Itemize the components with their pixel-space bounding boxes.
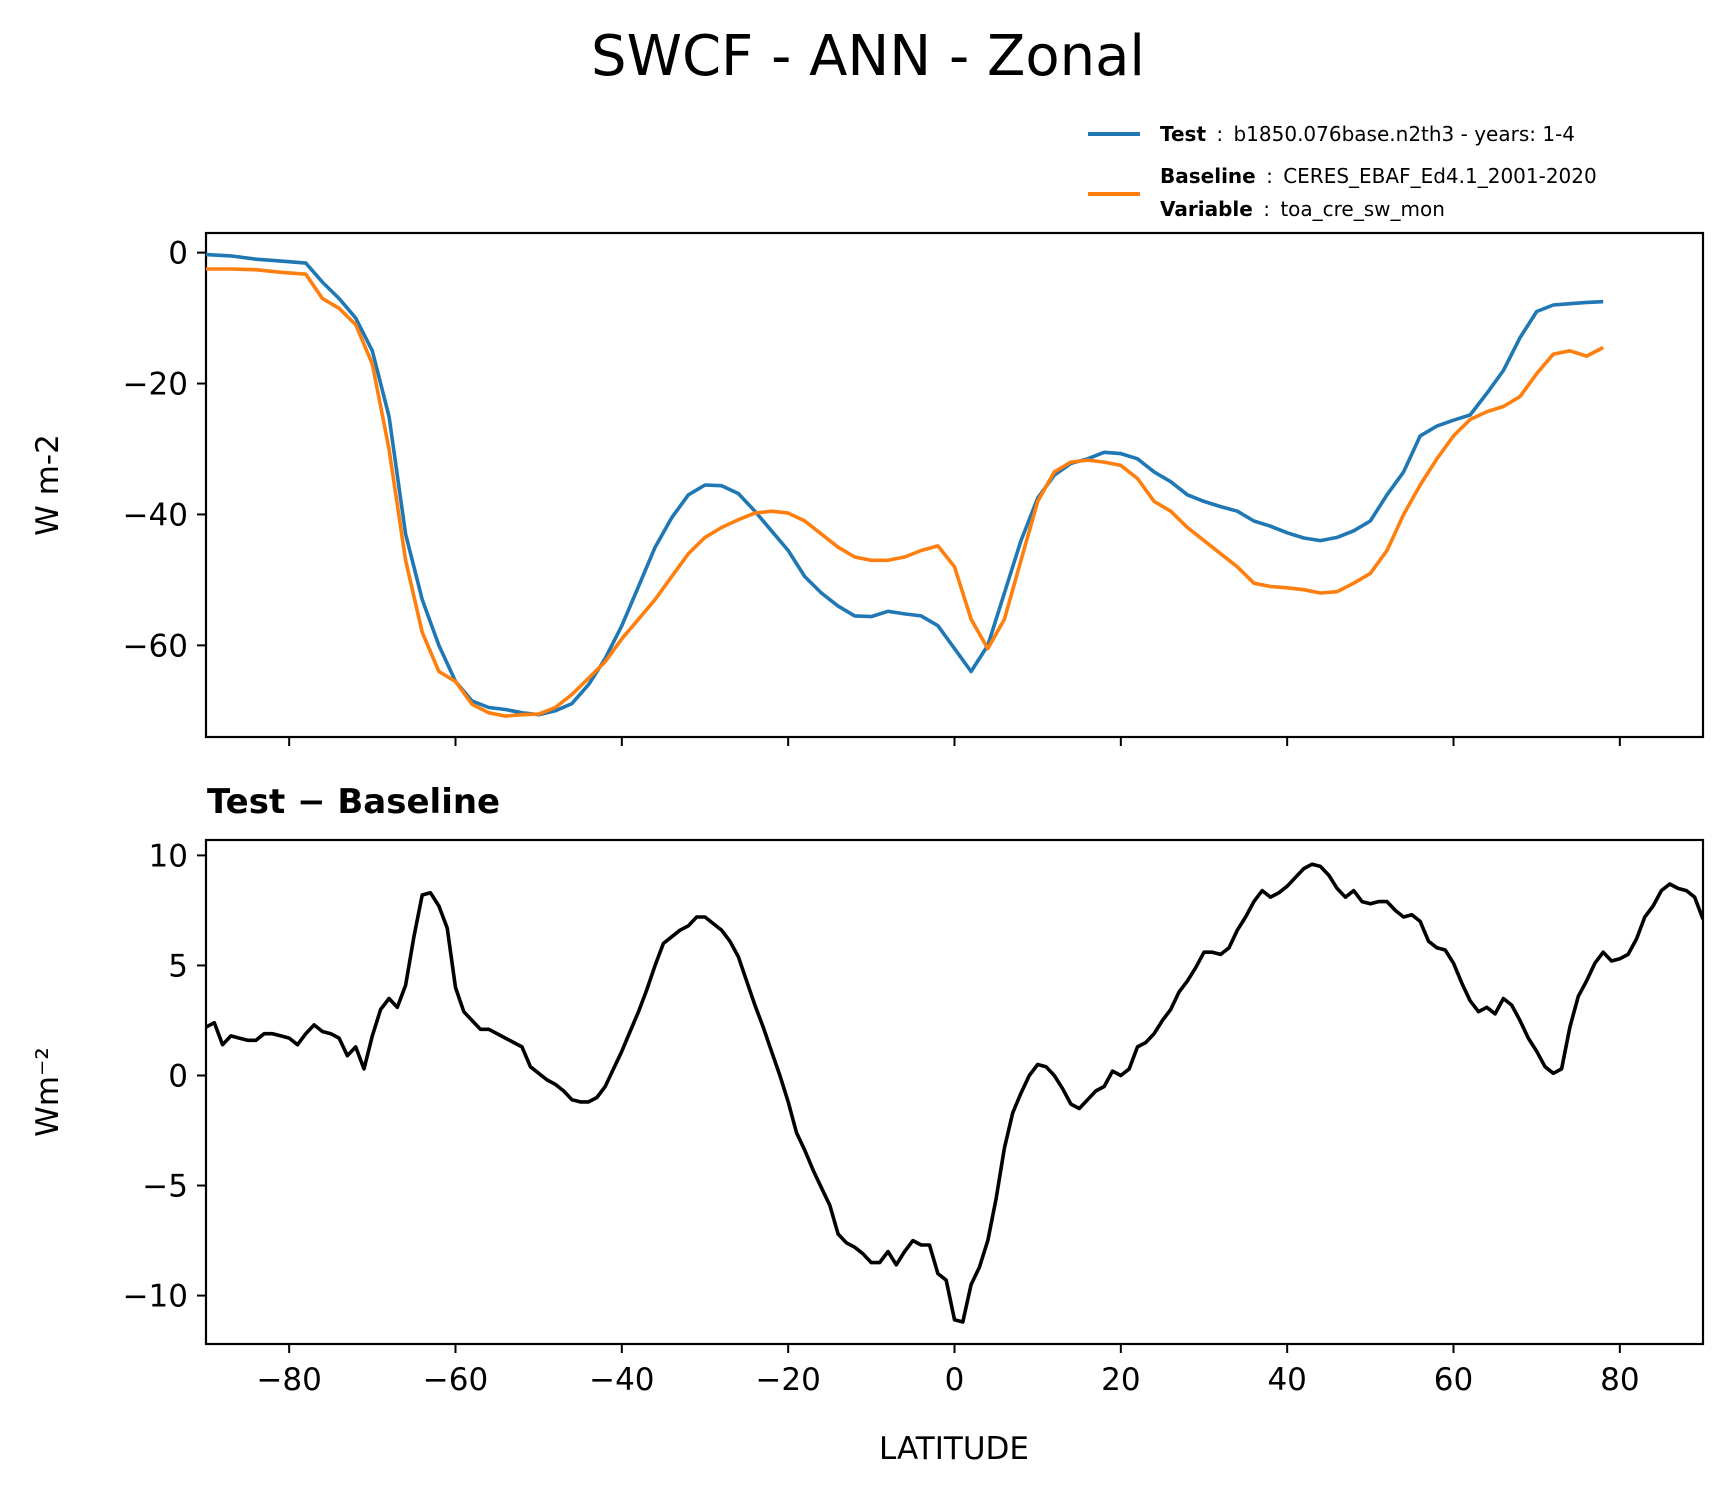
bottom-ytick-label: 10 [149,838,188,874]
legend-variable-entry: Variable : toa_cre_sw_mon [1160,197,1445,221]
bottom-xtick-label: −60 [423,1362,488,1398]
top-y-axis-label: W m-2 [30,434,66,536]
bottom-panel-title: Test − Baseline [207,782,500,822]
legend-test-value: b1850.076base.n2th3 - years: 1-4 [1233,122,1575,146]
bottom-xtick-label: −40 [589,1362,654,1398]
legend: Test : b1850.076base.n2th3 - years: 1-4 … [1088,122,1597,221]
legend-baseline-value: CERES_EBAF_Ed4.1_2001-2020 [1283,164,1597,188]
top-plot-frame [204,231,1705,739]
bottom-xtick-label: −20 [755,1362,820,1398]
bottom-series-test-baseline-line [206,862,1703,1324]
legend-variable-value: toa_cre_sw_mon [1280,197,1445,221]
top-ytick-label: 0 [168,236,188,272]
top-panel: W m-2 0 −20 −40 −60 [30,231,1705,746]
bottom-y-axis-label: Wm⁻² [30,1047,66,1137]
top-series-test-line [206,252,1604,717]
x-axis-label: LATITUDE [879,1431,1029,1467]
top-series-baseline-line [206,267,1605,718]
top-ytick-label: −60 [123,628,188,664]
bottom-ytick-label: −10 [123,1279,188,1315]
bottom-panel: Test − Baseline Wm⁻² LATITUDE 10 5 0 −5 −10 −… [30,782,1705,1467]
legend-baseline-sep: : [1266,164,1273,188]
legend-variable-sep: : [1263,197,1270,221]
legend-variable-key: Variable [1160,197,1253,221]
legend-test-sep: : [1216,122,1223,146]
legend-test-key: Test [1160,122,1206,146]
chart-title: SWCF - ANN - Zonal [591,24,1145,89]
bottom-ytick-label: 5 [168,948,188,984]
bottom-plot-frame [204,838,1705,1346]
legend-test-entry: Test : b1850.076base.n2th3 - years: 1-4 [1160,122,1575,146]
bottom-ytick-label: −5 [142,1169,188,1205]
top-ytick-label: −40 [123,497,188,533]
bottom-xtick-label: 80 [1600,1362,1639,1398]
bottom-xtick-label: 20 [1101,1362,1140,1398]
legend-baseline-entry: Baseline : CERES_EBAF_Ed4.1_2001-2020 [1160,164,1597,188]
bottom-xtick-label: 40 [1267,1362,1306,1398]
bottom-xtick-label: 60 [1434,1362,1473,1398]
bottom-xtick-label: −80 [256,1362,321,1398]
top-ytick-label: −20 [123,367,188,403]
bottom-xtick-label: 0 [945,1362,965,1398]
bottom-ytick-label: 0 [168,1058,188,1094]
legend-baseline-key: Baseline [1160,164,1256,188]
